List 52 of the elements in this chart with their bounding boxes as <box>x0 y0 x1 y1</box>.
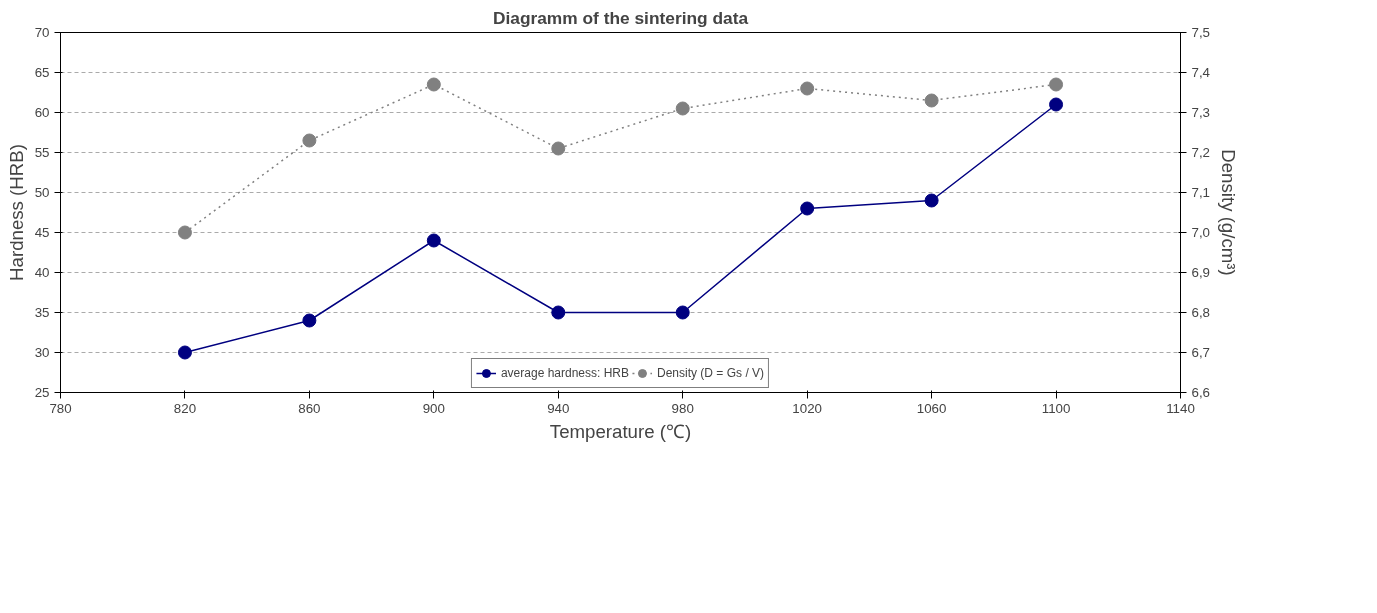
x-tick-label: 940 <box>547 400 570 416</box>
point <box>426 77 441 92</box>
x-tick-label: 820 <box>173 400 197 416</box>
y2-tick-label: 7,3 <box>1191 105 1211 120</box>
x-tick-label: 1060 <box>916 400 947 416</box>
point <box>675 305 690 320</box>
x-axis-title: Temperature (℃) <box>549 420 692 442</box>
y2-tick-label: 7,2 <box>1191 145 1211 160</box>
y-tick-label: 60 <box>34 105 50 120</box>
y-tick-label: 25 <box>34 385 50 400</box>
y2-tick-label: 6,6 <box>1191 385 1211 400</box>
y-tick-label: 45 <box>34 225 50 240</box>
point <box>1049 97 1064 112</box>
y-axis-title: Hardness (HRB) <box>5 144 27 281</box>
y-tick-label: 65 <box>34 65 50 80</box>
x-tick-label: 780 <box>49 400 72 416</box>
y2-axis-title: Density (g/cm³) <box>1218 149 1240 276</box>
legend-label: average hardness: HRB <box>500 366 630 380</box>
x-tick-label: 1140 <box>1166 400 1195 416</box>
y2-tick-label: 7,5 <box>1191 25 1211 40</box>
y-tick-label: 55 <box>34 145 50 160</box>
point <box>924 193 939 208</box>
point <box>800 201 815 216</box>
y-tick-label: 50 <box>34 185 50 200</box>
y2-tick-label: 6,7 <box>1191 345 1211 360</box>
point <box>177 225 192 240</box>
x-tick-label: 860 <box>298 400 321 416</box>
y2-tick-label: 7,1 <box>1191 185 1211 200</box>
y2-tick-label: 6,8 <box>1191 305 1211 320</box>
point <box>302 313 317 328</box>
y2-tick-label: 7,4 <box>1191 65 1211 80</box>
point <box>800 81 815 96</box>
x-tick-label: 1020 <box>792 400 822 416</box>
y-tick-label: 70 <box>34 25 50 40</box>
x-tick-label: 900 <box>422 400 445 416</box>
y2-tick-label: 6,9 <box>1191 265 1211 280</box>
legend-label: Density (D = Gs / V) <box>657 366 765 380</box>
y-tick-label: 35 <box>34 305 50 320</box>
point <box>1049 77 1064 92</box>
point <box>302 133 317 148</box>
point <box>924 93 939 108</box>
chart-title: Diagramm of the sintering data <box>492 7 749 28</box>
y-tick-label: 30 <box>34 345 50 360</box>
y-tick-label: 40 <box>34 265 50 280</box>
point <box>177 345 192 360</box>
x-tick-label: 1100 <box>1041 400 1071 416</box>
y2-tick-label: 7,0 <box>1191 225 1211 240</box>
point <box>675 101 690 116</box>
point <box>551 305 566 320</box>
point <box>551 141 566 156</box>
x-tick-label: 980 <box>671 400 694 416</box>
point <box>426 233 441 248</box>
